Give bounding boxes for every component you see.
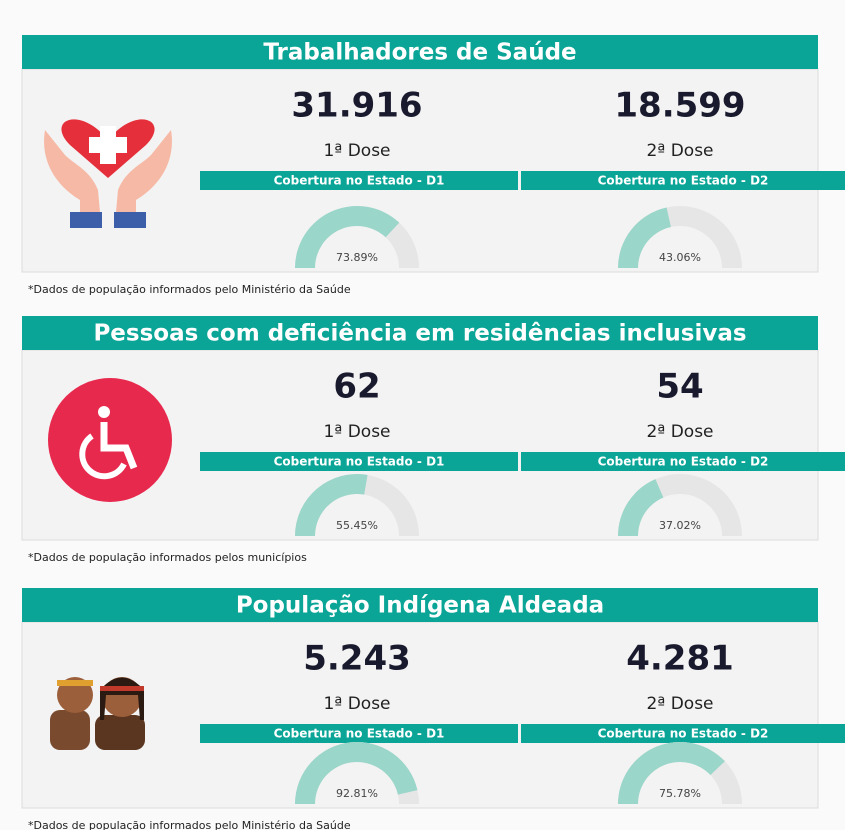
dose-label: 1ª Dose <box>323 422 390 442</box>
dose-label: 1ª Dose <box>323 694 390 714</box>
accessibility-icon <box>48 378 172 502</box>
coverage-value: 55.45% <box>336 519 378 532</box>
coverage-title: Cobertura no Estado - D2 <box>598 727 769 741</box>
coverage-value: 37.02% <box>659 519 701 532</box>
dose-count: 5.243 <box>303 639 411 679</box>
section-note: *Dados de população informados pelos mun… <box>28 551 307 564</box>
coverage-title: Cobertura no Estado - D1 <box>274 727 445 741</box>
section-title: Trabalhadores de Saúde <box>263 40 576 66</box>
dose-label: 2ª Dose <box>646 141 713 161</box>
dose-count: 54 <box>656 367 703 407</box>
dashboard: Trabalhadores de Saúde 31.916 1ª Dose Cober… <box>0 0 845 830</box>
coverage-value: 43.06% <box>659 251 701 264</box>
dose-label: 1ª Dose <box>323 141 390 161</box>
coverage-title: Cobertura no Estado - D1 <box>274 174 445 188</box>
dose-label: 2ª Dose <box>646 694 713 714</box>
section-note: *Dados de população informados pelo Mini… <box>28 819 351 830</box>
dose-count: 62 <box>333 367 380 407</box>
dose-count: 18.599 <box>614 86 745 126</box>
coverage-value: 73.89% <box>336 251 378 264</box>
coverage-title: Cobertura no Estado - D2 <box>598 455 769 469</box>
section-title: População Indígena Aldeada <box>236 593 604 619</box>
section-note: *Dados de população informados pelo Mini… <box>28 283 351 296</box>
coverage-title: Cobertura no Estado - D2 <box>598 174 769 188</box>
dose-count: 4.281 <box>626 639 734 679</box>
dose-label: 2ª Dose <box>646 422 713 442</box>
coverage-value: 75.78% <box>659 787 701 800</box>
coverage-title: Cobertura no Estado - D1 <box>274 455 445 469</box>
section-title: Pessoas com deficiência em residências i… <box>93 321 746 347</box>
coverage-value: 92.81% <box>336 787 378 800</box>
dose-count: 31.916 <box>291 86 422 126</box>
